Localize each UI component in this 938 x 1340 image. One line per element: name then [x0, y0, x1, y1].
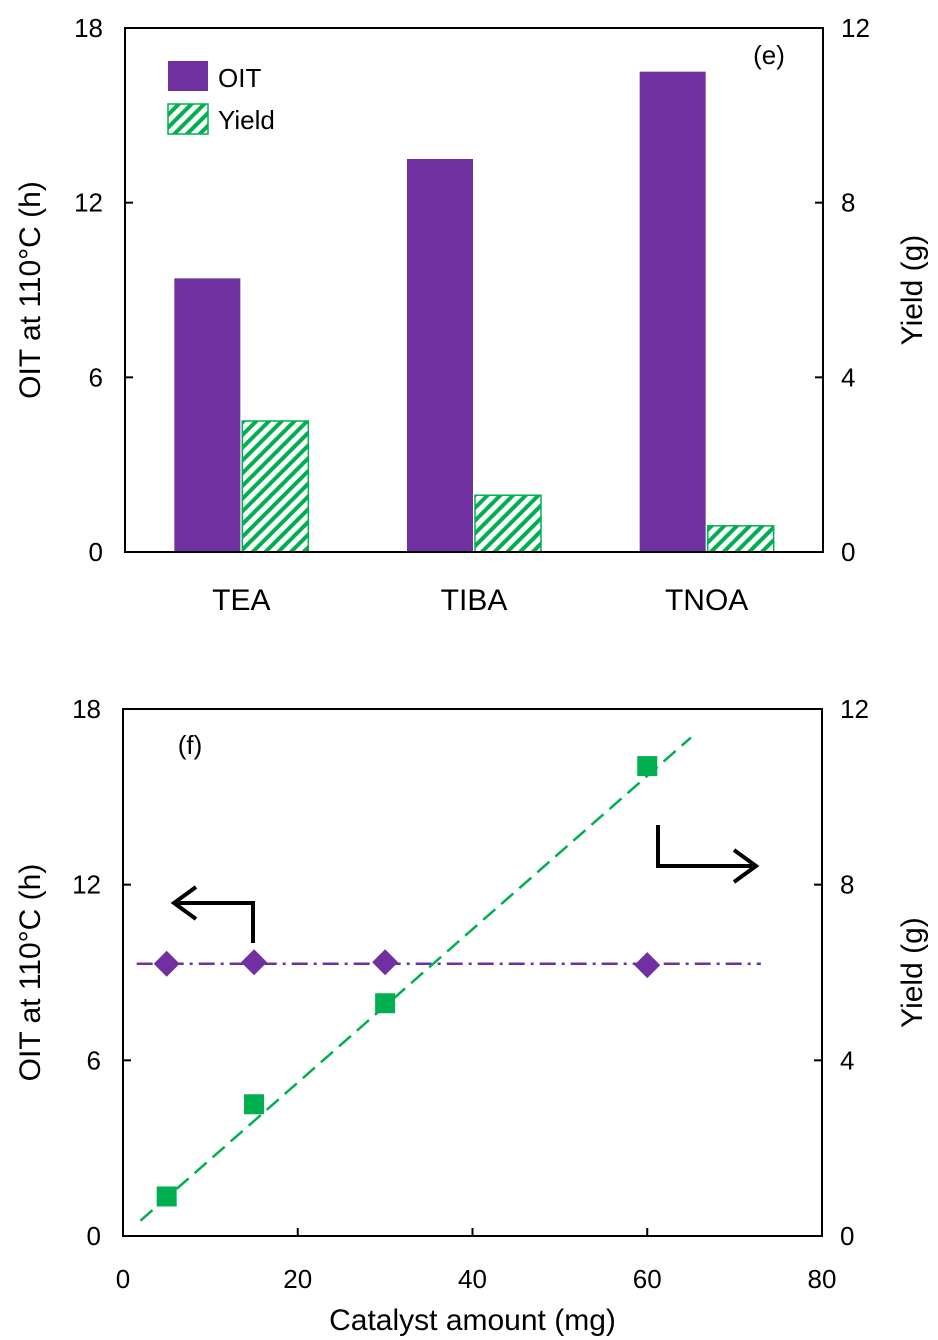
legend-label-oit: OIT: [218, 63, 261, 93]
point-yield-square: [375, 993, 396, 1014]
point-yield-square: [244, 1094, 265, 1115]
arrow-left-head: [170, 885, 198, 921]
legend-swatch-yield: [167, 103, 209, 135]
y-tick-label-right: 4: [840, 1045, 854, 1075]
x-tick-label: TIBA: [441, 584, 508, 617]
arrow-right-head: [732, 848, 760, 884]
point-oit-diamond: [372, 949, 399, 976]
x-tick-label: 0: [116, 1264, 130, 1294]
arrow-left-shaft: [178, 901, 255, 943]
y-tick-label-left: 18: [74, 13, 103, 43]
y-tick-label-right: 0: [841, 537, 855, 567]
panel-label: (e): [753, 40, 785, 70]
y-tick-label-right: 8: [840, 870, 854, 900]
y-tick-label-left: 12: [74, 188, 103, 218]
axis-indicator-arrows: [170, 825, 760, 943]
plot-frame: [122, 708, 823, 1237]
y-tick-label-right: 4: [841, 362, 855, 392]
bar-oit-tiba: [407, 159, 473, 552]
y-tick-label-right: 12: [841, 13, 870, 43]
x-tick-label: 60: [633, 1264, 662, 1294]
bar-yield-tea: [241, 420, 310, 553]
point-oit-diamond: [241, 949, 268, 976]
bar-yield-tnoa: [706, 525, 775, 553]
y-tick-label-left: 6: [89, 362, 103, 392]
fit-line-yield: [139, 736, 692, 1222]
legend-label-yield: Yield: [218, 105, 275, 135]
y-tick-label-right: 0: [840, 1221, 854, 1251]
y-tick-label-right: 12: [840, 694, 869, 724]
y-tick-label-left: 12: [72, 870, 101, 900]
y-tick-label-left: 0: [89, 537, 103, 567]
x-tick-label: 20: [283, 1264, 312, 1294]
x-tick-label: TNOA: [665, 584, 748, 617]
panel-e-bar-chart: TEA TIBA TNOA 0 6 12 18 0 4 8 12 OIT at 110°C (h) Yi…: [14, 13, 929, 617]
y-tick-label-right: 8: [841, 188, 855, 218]
x-axis-title: Catalyst amount (mg): [329, 1304, 616, 1337]
y-axis-title-right: Yield (g): [896, 235, 929, 346]
legend-swatch-oit: [168, 61, 208, 91]
point-oit-diamond: [634, 952, 661, 979]
point-yield-square: [637, 756, 658, 777]
panel-label: (f): [178, 730, 203, 760]
x-tick-label: TEA: [212, 584, 270, 617]
arrow-right-shaft: [656, 825, 752, 868]
bar-oit-tea: [174, 278, 241, 552]
point-yield-square: [156, 1186, 177, 1207]
bar-yield-tiba: [474, 494, 542, 553]
y-tick-label-left: 6: [87, 1045, 101, 1075]
y-axis-title-right: Yield (g): [896, 917, 929, 1028]
x-tick-label: 40: [458, 1264, 487, 1294]
y-tick-label-left: 0: [87, 1221, 101, 1251]
bar-oit-tnoa: [639, 71, 706, 553]
point-oit-diamond: [153, 950, 180, 977]
y-axis-title-left: OIT at 110°C (h): [14, 181, 47, 399]
y-tick-label-left: 18: [72, 694, 101, 724]
x-tick-label: 80: [808, 1264, 837, 1294]
y-axis-title-left: OIT at 110°C (h): [14, 864, 47, 1082]
